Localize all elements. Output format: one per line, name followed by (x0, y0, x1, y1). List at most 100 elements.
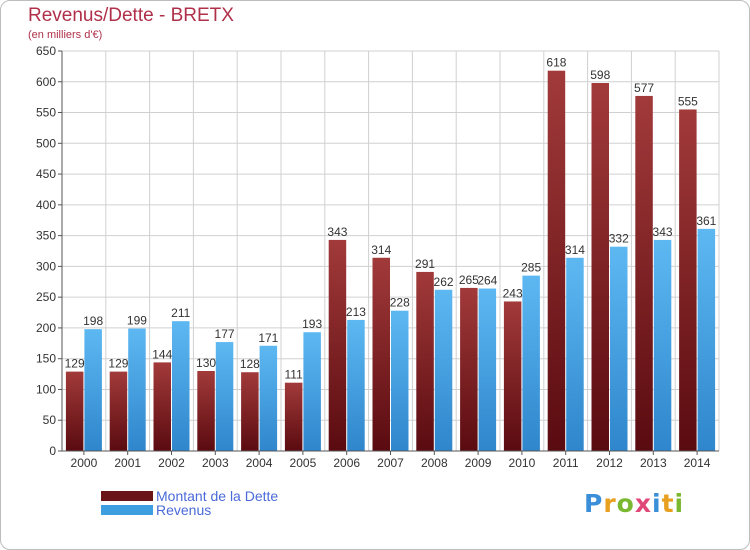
y-tick-label: 400 (36, 198, 56, 212)
legend-swatch-debt (101, 491, 153, 501)
bar-revenue-2012 (610, 246, 628, 451)
bar-debt-2005 (284, 382, 303, 451)
logo-letter: r (603, 489, 617, 518)
value-label-debt-2000: 129 (65, 357, 85, 371)
x-tick-label-2012: 2012 (596, 456, 623, 470)
y-tick-label: 200 (36, 321, 56, 335)
bar-debt-2009 (460, 287, 478, 451)
x-tick-label-2006: 2006 (333, 456, 360, 470)
y-tick-label: 550 (36, 106, 56, 120)
bars (65, 70, 716, 451)
bar-debt-2001 (109, 371, 128, 451)
bar-debt-2012 (591, 83, 609, 451)
value-label-revenue-2009: 264 (477, 274, 497, 288)
x-tick-label-2010: 2010 (509, 456, 536, 470)
y-tick-label: 0 (49, 444, 56, 458)
bar-revenue-2010 (522, 275, 540, 451)
bar-debt-2007 (372, 257, 390, 451)
value-label-debt-2014: 555 (678, 94, 698, 108)
y-tick-label: 250 (36, 290, 56, 304)
bar-debt-2000 (65, 371, 84, 451)
x-tick-label-2008: 2008 (421, 456, 448, 470)
bar-revenue-2004 (259, 345, 278, 451)
value-label-debt-2011: 618 (546, 56, 566, 70)
bar-debt-2010 (503, 301, 522, 451)
bar-revenue-2006 (347, 319, 365, 451)
x-tick-label-2002: 2002 (158, 456, 185, 470)
y-tick-label: 100 (36, 382, 56, 396)
value-label-revenue-2000: 198 (83, 314, 103, 328)
value-label-debt-2003: 130 (196, 356, 216, 370)
bar-debt-2014 (679, 109, 697, 451)
y-tick-label: 450 (36, 167, 56, 181)
bar-debt-2006 (328, 239, 347, 451)
value-label-revenue-2001: 199 (127, 314, 147, 328)
y-tick-label: 350 (36, 229, 56, 243)
bar-revenue-2001 (128, 328, 146, 451)
y-tick-label: 650 (36, 44, 56, 58)
chart-subtitle: (en milliers d'€) (28, 29, 103, 41)
value-label-debt-2012: 598 (590, 68, 610, 82)
bar-revenue-2003 (215, 342, 234, 451)
logo-letter: o (616, 489, 635, 518)
value-label-revenue-2012: 332 (609, 232, 629, 246)
chart-title: Revenus/Dette - BRETX (28, 5, 234, 26)
y-tick-label: 300 (36, 259, 56, 273)
proxiti-logo: Proxiti (584, 489, 684, 518)
y-tick-label: 150 (36, 352, 56, 366)
bar-debt-2013 (635, 95, 653, 451)
logo-letter: P (584, 489, 604, 518)
bar-revenue-2013 (653, 239, 672, 451)
value-label-debt-2009: 265 (459, 273, 479, 287)
legend-swatch-revenue (101, 505, 153, 515)
bar-revenue-2002 (172, 321, 190, 451)
bar-revenue-2005 (303, 332, 321, 451)
value-label-revenue-2011: 314 (565, 243, 585, 257)
bar-revenue-2007 (391, 310, 409, 451)
value-label-debt-2001: 129 (108, 357, 128, 371)
value-label-revenue-2004: 171 (258, 331, 278, 345)
value-label-debt-2008: 291 (415, 257, 435, 271)
x-tick-label-2013: 2013 (640, 456, 667, 470)
y-tick-label: 50 (43, 413, 57, 427)
value-label-revenue-2005: 193 (302, 317, 322, 331)
value-label-revenue-2006: 213 (346, 305, 366, 319)
x-tick-label-2005: 2005 (290, 456, 317, 470)
bar-debt-2004 (241, 372, 259, 451)
legend-label-revenue: Revenus (156, 502, 212, 518)
bar-revenue-2014 (697, 228, 716, 451)
legend-label-debt: Montant de la Dette (156, 488, 279, 504)
value-label-revenue-2010: 285 (521, 261, 541, 275)
x-tick-label-2000: 2000 (71, 456, 98, 470)
bar-revenue-2011 (566, 257, 584, 451)
bar-debt-2002 (153, 362, 171, 451)
value-label-debt-2007: 314 (371, 243, 391, 257)
axes: 0 50 100 150 200 250 300 350 400 450 500 550 600 650 2… (36, 44, 719, 470)
x-tick-label-2004: 2004 (246, 456, 273, 470)
x-tick-label-2009: 2009 (465, 456, 492, 470)
logo-letter: t (661, 489, 675, 518)
bar-debt-2011 (547, 70, 566, 451)
value-label-debt-2010: 243 (503, 286, 523, 300)
value-label-debt-2005: 111 (285, 368, 304, 382)
value-label-revenue-2007: 228 (390, 296, 410, 310)
value-label-revenue-2002: 211 (171, 306, 190, 320)
x-tick-label-2011: 2011 (553, 456, 579, 470)
logo-letter: i (674, 489, 685, 518)
logo-letter: x (634, 489, 652, 518)
x-tick-label-2003: 2003 (202, 456, 229, 470)
bar-revenue-2009 (478, 288, 497, 451)
bar-debt-2003 (197, 371, 215, 451)
x-tick-label-2001: 2001 (114, 456, 141, 470)
y-tick-label: 500 (36, 136, 56, 150)
value-labels: 129 198 129 199 144 211 130 177 128 171 111 193 343 2… (65, 56, 717, 382)
value-label-debt-2004: 128 (240, 357, 260, 371)
y-tick-label: 600 (36, 75, 56, 89)
x-tick-label-2007: 2007 (377, 456, 404, 470)
x-tick-label-2014: 2014 (684, 456, 711, 470)
grid-lines (61, 50, 720, 451)
value-label-debt-2002: 144 (152, 347, 172, 361)
bar-revenue-2000 (84, 329, 102, 451)
